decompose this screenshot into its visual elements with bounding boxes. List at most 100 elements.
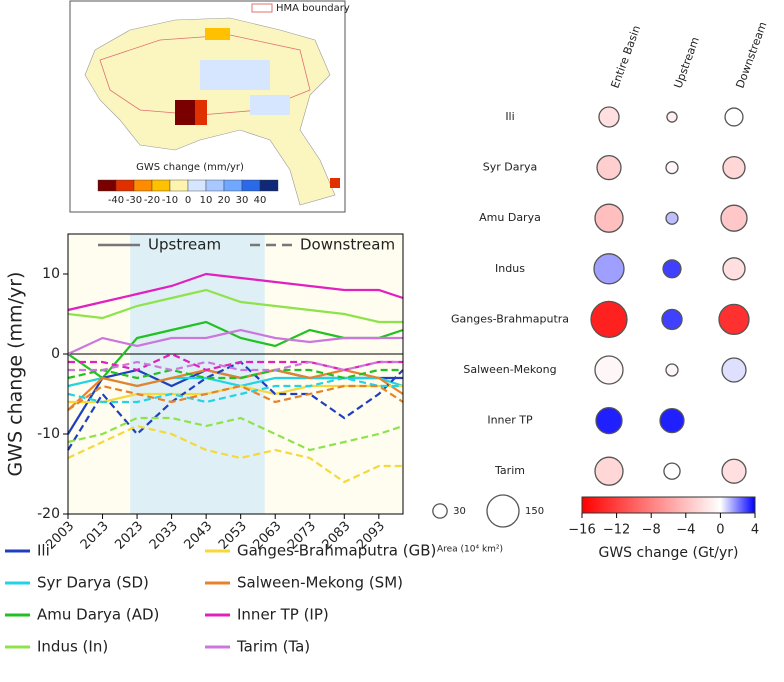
colorbar-tick-label: −16	[568, 523, 595, 538]
bubble	[666, 111, 678, 123]
map-hotspot	[205, 28, 230, 40]
map-colorbar-tick: -10	[162, 195, 178, 206]
bubble	[594, 355, 624, 385]
bubble	[665, 211, 679, 225]
colorbar	[581, 496, 756, 514]
bubble	[659, 407, 685, 434]
row-label: Syr Darya	[483, 161, 538, 174]
map-colorbar-tick: 30	[236, 195, 249, 206]
row-label: Salween-Mekong	[463, 363, 556, 376]
size-legend-key	[432, 503, 448, 519]
row-label: Amu Darya	[479, 211, 541, 224]
map-colorbar-cell	[115, 179, 135, 192]
bubble	[722, 257, 746, 281]
map-colorbar-cell	[169, 179, 189, 192]
legend-label: Amu Darya (AD)	[37, 606, 159, 624]
legend-label: Salween-Mekong (SM)	[237, 574, 403, 592]
map-colorbar-tick: 20	[218, 195, 231, 206]
map-colorbar-cell	[259, 179, 279, 192]
map-colorbar-cell	[223, 179, 243, 192]
colorbar-tick-label: 0	[716, 523, 724, 538]
x-tick-label: 2023	[112, 519, 146, 553]
series-line	[67, 416, 404, 452]
bubble	[718, 303, 750, 336]
bubble	[665, 160, 679, 175]
series-line	[67, 368, 403, 380]
map-region	[84, 17, 336, 206]
x-tick-label: 2013	[78, 519, 112, 553]
colorbar-tick-label: −4	[676, 523, 695, 538]
map-hotspot	[175, 100, 195, 125]
bubble	[594, 456, 624, 486]
series-line	[67, 376, 403, 404]
shaded-span	[264, 234, 403, 514]
series-line	[67, 288, 403, 324]
map-colorbar-cell	[187, 179, 207, 192]
map-colorbar-tick: 0	[185, 195, 191, 206]
map-cells	[200, 60, 270, 90]
y-tick-label: 10	[42, 266, 60, 282]
y-tick-label: -20	[37, 506, 60, 522]
column-header: Entire Basin	[608, 24, 643, 90]
y-tick-label: -10	[37, 426, 60, 442]
map-colorbar-cell	[205, 179, 225, 192]
map-colorbar-tick: -30	[126, 195, 142, 206]
bubble	[590, 300, 628, 339]
map-colorbar-cell	[241, 179, 261, 192]
map-hotspot	[195, 100, 207, 125]
map-colorbar-cell	[133, 179, 153, 192]
legend-label: Syr Darya (SD)	[37, 574, 149, 592]
y-axis-label: GWS change (mm/yr)	[5, 272, 27, 477]
series-line	[68, 352, 403, 372]
series-line	[67, 424, 403, 484]
row-label: Inner TP	[487, 414, 533, 427]
style-legend-label: Downstream	[300, 236, 395, 254]
colorbar-tick-label: −12	[603, 523, 630, 538]
bubble	[593, 253, 625, 285]
size-legend-key	[486, 494, 520, 528]
series-line	[67, 272, 404, 312]
size-legend-label: 150	[525, 506, 544, 517]
row-label: Ganges-Brahmaputra	[451, 312, 569, 325]
row-label: Ili	[505, 110, 514, 123]
map-legend: HMA boundary	[276, 3, 350, 14]
plot-frame	[67, 233, 404, 515]
map-colorbar-label: GWS change (mm/yr)	[136, 162, 244, 173]
series-line	[68, 384, 403, 404]
bubble	[721, 357, 747, 383]
size-legend-label: 30	[453, 506, 466, 517]
bubble	[722, 155, 746, 180]
map-colorbar-tick: 40	[254, 195, 267, 206]
legend-label: Inner TP (IP)	[237, 606, 329, 624]
row-label: Indus	[495, 262, 525, 275]
bubble	[595, 406, 623, 435]
column-header: Upstream	[671, 35, 702, 90]
size-legend-title: Area (10⁴ km²)	[437, 545, 503, 555]
series-line	[67, 328, 403, 355]
map-colorbar-tick: -40	[108, 195, 124, 206]
colorbar-tick-label: 4	[751, 523, 759, 538]
legend-label: Ili	[37, 542, 50, 560]
bubble	[598, 106, 620, 128]
map-legend-key	[251, 3, 273, 13]
map-colorbar-cell	[151, 179, 171, 192]
y-tick-label: 0	[51, 346, 60, 362]
bubble	[661, 308, 683, 331]
column-header: Downstream	[733, 20, 769, 90]
colorbar-tick-label: −8	[642, 523, 661, 538]
x-tick-label: 2043	[181, 519, 215, 553]
bubble	[663, 462, 681, 480]
colorbar-label: GWS change (Gt/yr)	[598, 545, 738, 561]
map-colorbar-tick: -20	[144, 195, 160, 206]
bubble	[662, 259, 682, 279]
map-hotspot	[330, 178, 340, 188]
map-cells	[250, 95, 290, 115]
x-tick-label: 2033	[147, 519, 181, 553]
bubble	[724, 107, 744, 127]
legend-label: Tarim (Ta)	[236, 638, 310, 656]
bubble	[665, 363, 679, 377]
bubble	[596, 154, 622, 181]
legend-label: Indus (In)	[37, 638, 108, 656]
map-colorbar-cell	[97, 179, 117, 192]
